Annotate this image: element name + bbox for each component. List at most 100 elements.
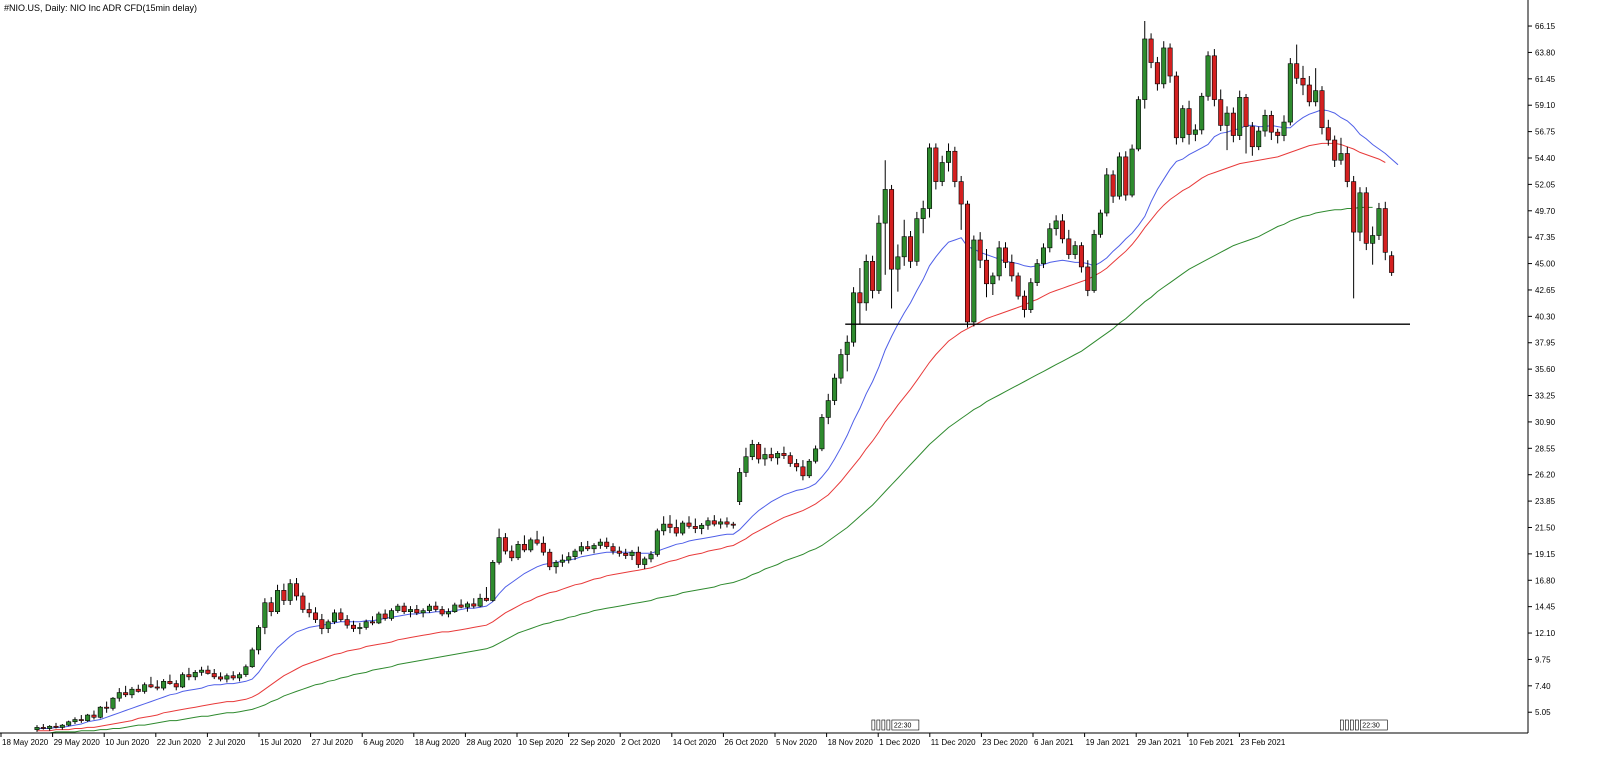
candle[interactable] — [1281, 115, 1287, 142]
candle[interactable] — [787, 452, 793, 467]
candle[interactable] — [1142, 20, 1148, 109]
candle[interactable] — [1249, 122, 1255, 156]
candle[interactable] — [749, 439, 755, 461]
candle[interactable] — [1389, 251, 1395, 276]
candle[interactable] — [395, 603, 401, 613]
candle[interactable] — [1262, 109, 1268, 137]
candle[interactable] — [914, 211, 920, 266]
candle[interactable] — [464, 601, 470, 612]
candle[interactable] — [78, 715, 84, 723]
candle[interactable] — [667, 515, 673, 534]
candle[interactable] — [901, 219, 907, 266]
candle[interactable] — [116, 688, 122, 702]
candle[interactable] — [313, 607, 319, 623]
candle[interactable] — [686, 516, 692, 529]
candle[interactable] — [300, 592, 306, 613]
candle[interactable] — [718, 518, 724, 529]
candle[interactable] — [762, 447, 768, 466]
candle[interactable] — [578, 542, 584, 555]
candle[interactable] — [319, 613, 325, 635]
candle[interactable] — [439, 606, 445, 617]
candle[interactable] — [97, 706, 103, 719]
candle[interactable] — [1002, 242, 1008, 269]
candle[interactable] — [154, 680, 160, 691]
candle[interactable] — [566, 552, 572, 564]
candle[interactable] — [142, 682, 148, 694]
candle[interactable] — [218, 672, 224, 682]
candle[interactable] — [648, 551, 654, 563]
candle[interactable] — [1072, 241, 1078, 260]
candle[interactable] — [933, 143, 939, 190]
candle[interactable] — [1218, 89, 1224, 132]
candle[interactable] — [502, 533, 508, 555]
candle[interactable] — [1313, 68, 1319, 107]
candle[interactable] — [528, 537, 534, 553]
candle[interactable] — [661, 516, 667, 536]
candle[interactable] — [673, 519, 679, 537]
candle[interactable] — [623, 548, 629, 559]
candle[interactable] — [711, 515, 717, 527]
candle[interactable] — [553, 560, 559, 574]
candle[interactable] — [1344, 146, 1350, 188]
candle[interactable] — [971, 235, 977, 327]
candle[interactable] — [610, 543, 616, 555]
candle[interactable] — [813, 445, 819, 464]
candle[interactable] — [825, 393, 831, 425]
candle[interactable] — [559, 554, 565, 567]
candle[interactable] — [775, 451, 781, 465]
candle[interactable] — [180, 672, 186, 689]
candle[interactable] — [654, 528, 660, 557]
candle[interactable] — [920, 200, 926, 234]
candle[interactable] — [72, 717, 78, 725]
candle[interactable] — [148, 676, 154, 689]
candle[interactable] — [990, 272, 996, 296]
candle[interactable] — [243, 664, 249, 677]
candle[interactable] — [1110, 170, 1116, 203]
candle[interactable] — [471, 598, 477, 609]
candle[interactable] — [1148, 33, 1154, 69]
candle[interactable] — [882, 160, 888, 275]
candle[interactable] — [851, 287, 857, 347]
candle[interactable] — [426, 603, 432, 613]
candle[interactable] — [211, 668, 217, 680]
candle[interactable] — [743, 447, 749, 477]
candle[interactable] — [699, 522, 705, 535]
candle[interactable] — [230, 671, 236, 681]
candle[interactable] — [458, 599, 464, 609]
candle[interactable] — [1275, 128, 1281, 144]
candle[interactable] — [1059, 214, 1065, 244]
candle[interactable] — [407, 606, 413, 618]
candle[interactable] — [275, 584, 281, 614]
candle[interactable] — [344, 615, 350, 629]
candle[interactable] — [1382, 201, 1388, 261]
candle[interactable] — [1319, 86, 1325, 135]
candle[interactable] — [692, 518, 698, 534]
candle[interactable] — [781, 446, 787, 459]
candle[interactable] — [363, 619, 369, 630]
candle[interactable] — [1351, 175, 1357, 299]
candle[interactable] — [1332, 135, 1338, 167]
candle[interactable] — [47, 725, 53, 731]
candle[interactable] — [104, 701, 110, 713]
candle[interactable] — [642, 556, 648, 570]
candle[interactable] — [34, 725, 40, 732]
candle[interactable] — [161, 679, 167, 691]
candle[interactable] — [629, 549, 635, 561]
candle[interactable] — [983, 248, 989, 298]
candle[interactable] — [129, 686, 135, 699]
candle[interactable] — [1034, 259, 1040, 287]
candle[interactable] — [1091, 229, 1097, 293]
candle[interactable] — [167, 674, 173, 685]
candle[interactable] — [958, 175, 964, 230]
candle[interactable] — [205, 665, 211, 675]
candle[interactable] — [737, 467, 743, 506]
candle[interactable] — [1268, 110, 1274, 141]
candle[interactable] — [509, 545, 515, 562]
candle[interactable] — [338, 608, 344, 622]
candle[interactable] — [756, 442, 762, 464]
candle[interactable] — [294, 578, 300, 601]
candle[interactable] — [1028, 278, 1034, 313]
candle[interactable] — [946, 143, 952, 172]
candle[interactable] — [604, 537, 610, 549]
